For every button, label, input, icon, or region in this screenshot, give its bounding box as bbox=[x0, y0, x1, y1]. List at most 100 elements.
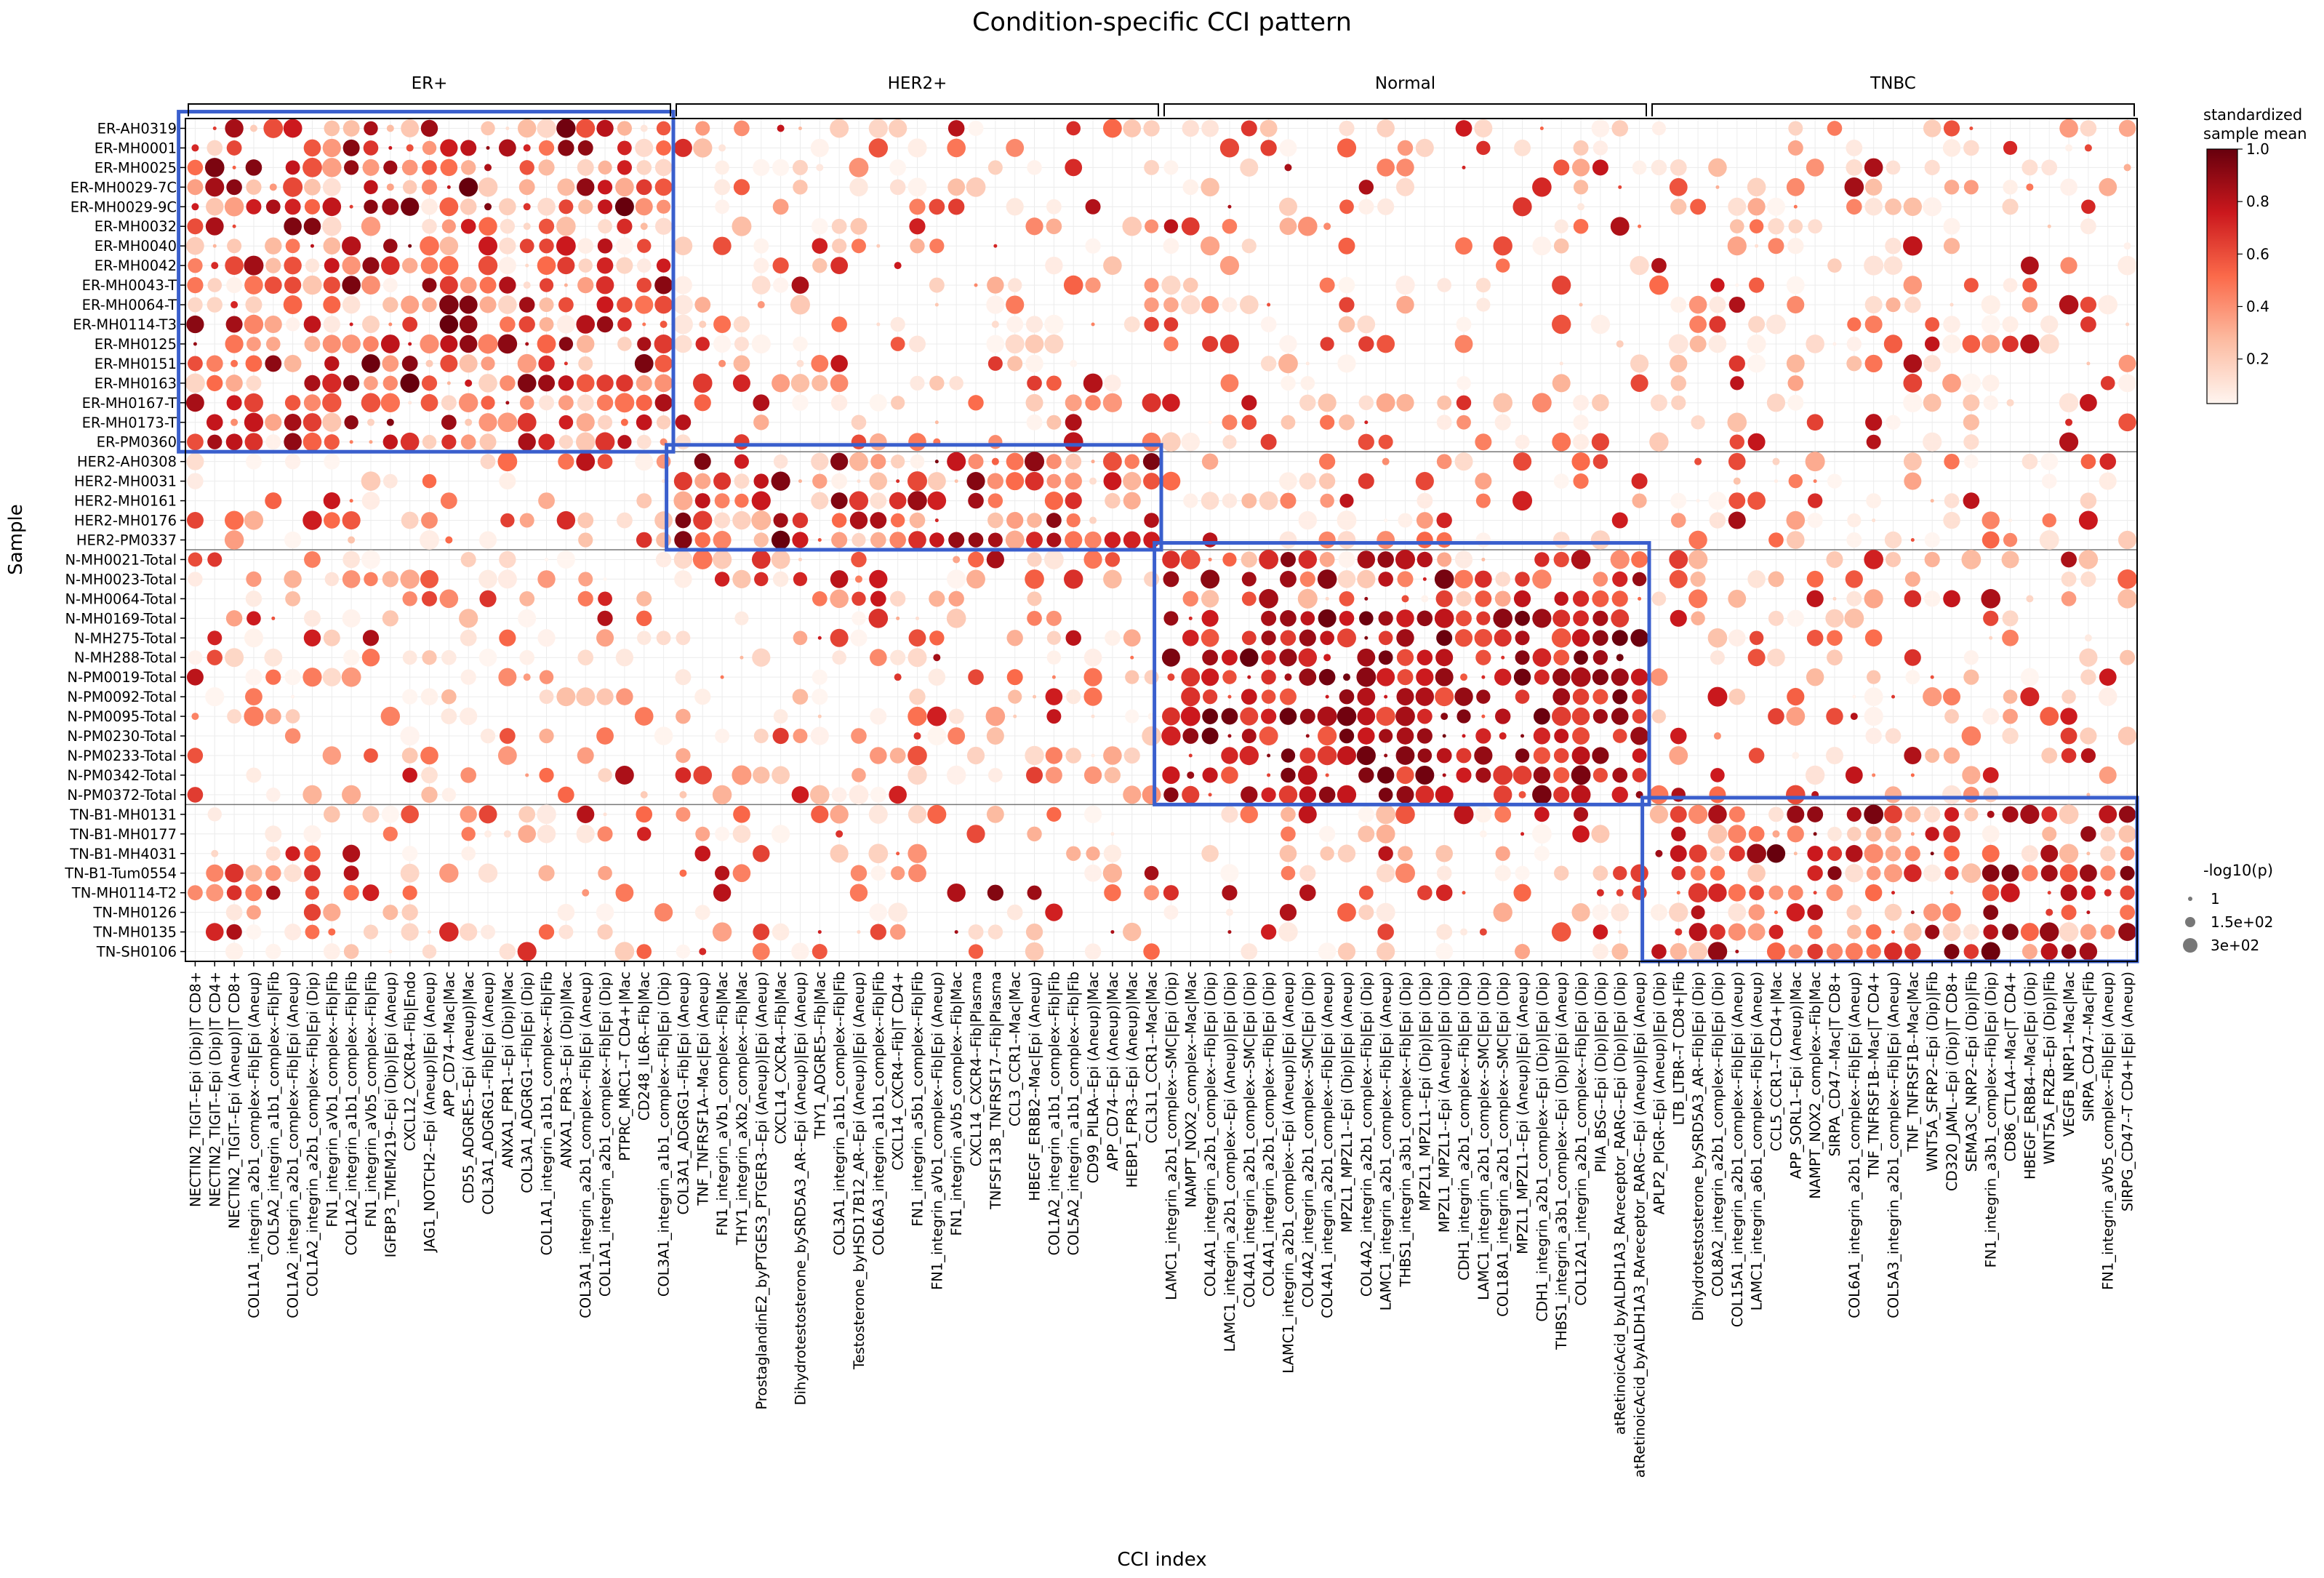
dot bbox=[1338, 237, 1355, 255]
dot bbox=[817, 636, 822, 640]
dot bbox=[556, 315, 575, 334]
dot bbox=[478, 805, 497, 824]
dot bbox=[1456, 709, 1471, 724]
dot bbox=[538, 140, 555, 156]
dot bbox=[1552, 276, 1571, 295]
dot bbox=[1987, 810, 1995, 818]
dot bbox=[283, 119, 302, 138]
x-tick-label: LAMC1_integrin_a2b1_complex--Epi (Aneup)… bbox=[1281, 972, 1297, 1374]
dot bbox=[1983, 905, 1999, 921]
dot bbox=[1494, 629, 1512, 647]
dot bbox=[478, 334, 498, 354]
dot bbox=[1398, 513, 1413, 528]
dot bbox=[617, 512, 633, 529]
dot bbox=[1592, 394, 1609, 412]
x-tick-label: VEGFB_NRP1--Mac|Mac bbox=[2061, 972, 2077, 1137]
dot bbox=[1632, 160, 1647, 175]
dot bbox=[1065, 531, 1083, 549]
dot bbox=[2080, 864, 2097, 882]
x-tick-label: COL1A1_integrin_a2b1_complex--Fib|Epi (A… bbox=[246, 972, 263, 1318]
dot bbox=[386, 418, 394, 426]
dot bbox=[927, 472, 946, 491]
dot bbox=[459, 609, 478, 628]
dot bbox=[1305, 361, 1310, 366]
dot bbox=[1520, 832, 1525, 836]
dot bbox=[954, 930, 958, 934]
dot bbox=[1281, 748, 1296, 763]
dot bbox=[2059, 804, 2079, 825]
dot bbox=[2080, 296, 2096, 313]
dot bbox=[1688, 942, 1708, 961]
dot bbox=[676, 434, 691, 450]
dot bbox=[1144, 316, 1159, 332]
dot bbox=[577, 649, 594, 666]
dot bbox=[1261, 787, 1276, 802]
dot bbox=[617, 435, 632, 449]
dot bbox=[636, 610, 652, 627]
dot bbox=[342, 785, 361, 804]
dot bbox=[310, 244, 314, 248]
dot bbox=[1728, 903, 1747, 922]
dot bbox=[1630, 374, 1648, 392]
dot bbox=[1479, 830, 1487, 838]
dot bbox=[1241, 689, 1257, 705]
dot bbox=[382, 278, 398, 293]
dot bbox=[1495, 846, 1510, 861]
dot bbox=[518, 316, 535, 333]
dot bbox=[517, 942, 537, 961]
dot bbox=[617, 160, 633, 175]
dot bbox=[1766, 314, 1786, 335]
dot bbox=[1481, 714, 1486, 718]
dot bbox=[654, 354, 673, 372]
dot bbox=[772, 257, 789, 274]
dot bbox=[1844, 177, 1864, 197]
dot bbox=[503, 830, 511, 838]
x-tick-label: COL1A2_integrin_a2b1_complex--Fib|Epi (D… bbox=[305, 972, 321, 1297]
dot bbox=[1046, 630, 1061, 645]
size-legend-label: 1.5e+02 bbox=[2211, 913, 2273, 931]
dot bbox=[908, 531, 926, 549]
dot bbox=[1969, 126, 1974, 130]
dot bbox=[303, 394, 321, 412]
dot bbox=[425, 359, 433, 367]
dot bbox=[2060, 708, 2077, 725]
dot bbox=[1181, 668, 1201, 687]
dot bbox=[1671, 395, 1686, 410]
dot bbox=[1454, 569, 1473, 589]
dot bbox=[1181, 432, 1201, 452]
dot bbox=[830, 628, 849, 647]
dot bbox=[1573, 218, 1589, 234]
dot bbox=[1552, 374, 1571, 393]
dot bbox=[1091, 322, 1095, 327]
dot bbox=[1123, 785, 1142, 804]
group-label: TNBC bbox=[1870, 74, 1916, 93]
dot bbox=[662, 479, 666, 484]
dot bbox=[265, 414, 282, 431]
dot bbox=[1671, 788, 1686, 802]
dot bbox=[1807, 943, 1823, 960]
dot bbox=[1670, 806, 1687, 823]
dot bbox=[323, 296, 341, 314]
dot bbox=[1239, 295, 1259, 314]
dot bbox=[907, 765, 927, 785]
dot bbox=[2040, 452, 2059, 470]
dot bbox=[343, 865, 359, 881]
dot bbox=[1963, 786, 1979, 803]
y-tick-label: HER2-MH0161 bbox=[74, 493, 177, 510]
dot bbox=[1241, 572, 1257, 587]
x-tick-label: COL5A2_integrin_a1b1_complex--Fib|Fib bbox=[265, 972, 282, 1255]
dot bbox=[1183, 493, 1198, 508]
dot bbox=[2059, 432, 2079, 452]
dot bbox=[674, 335, 692, 353]
dot bbox=[596, 119, 614, 137]
dot bbox=[225, 648, 244, 668]
dot bbox=[1670, 297, 1687, 313]
dot bbox=[1806, 629, 1824, 646]
dot bbox=[596, 903, 614, 921]
dot bbox=[1728, 845, 1745, 862]
dot bbox=[2117, 726, 2137, 745]
dot bbox=[265, 885, 281, 900]
dot bbox=[519, 160, 534, 175]
dot bbox=[1027, 611, 1042, 626]
dot bbox=[401, 159, 418, 176]
